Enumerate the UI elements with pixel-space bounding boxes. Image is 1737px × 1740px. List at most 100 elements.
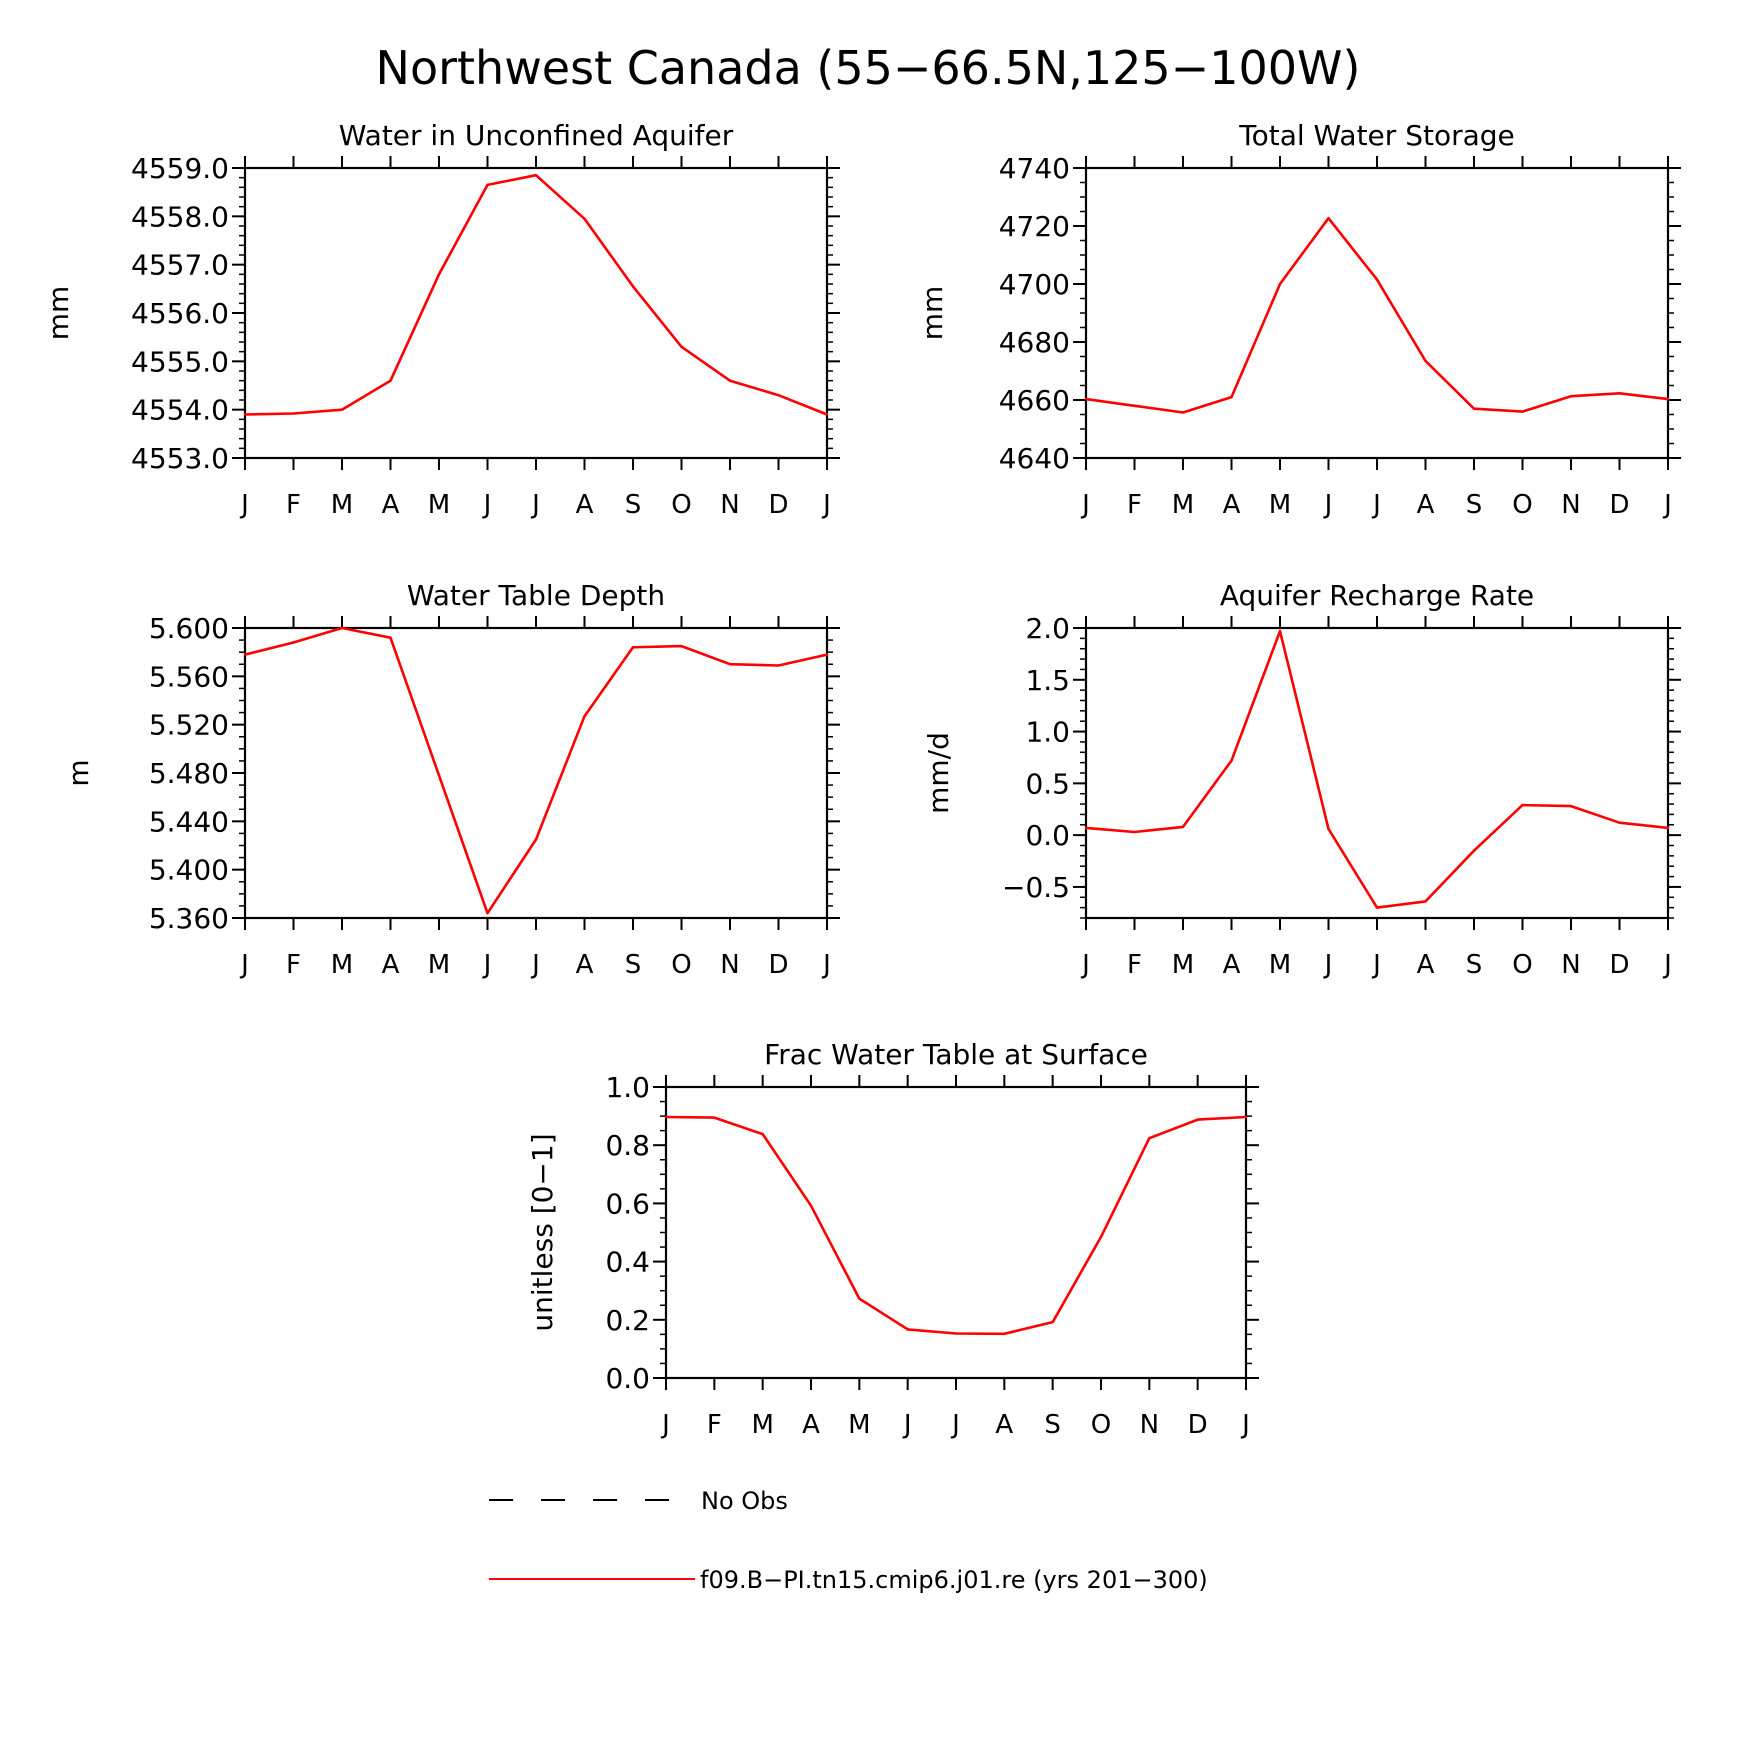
x-tick-label: J — [530, 950, 540, 980]
x-tick-label: M — [1172, 950, 1194, 980]
x-tick-label: A — [1223, 950, 1241, 980]
x-tick-label: S — [1466, 950, 1483, 980]
data-point — [680, 644, 683, 648]
data-point — [389, 636, 392, 639]
x-tick-label: F — [707, 1410, 722, 1440]
data-point — [1521, 410, 1524, 413]
y-tick-label: 5.360 — [149, 902, 229, 935]
data-point — [825, 413, 829, 416]
x-tick-label: A — [995, 1410, 1013, 1440]
x-tick-label: F — [1127, 950, 1142, 980]
data-point — [1133, 404, 1136, 407]
x-tick-label: J — [1371, 950, 1381, 980]
x-tick-label: M — [428, 950, 450, 980]
y-tick-label: −0.5 — [1002, 871, 1070, 904]
y-axis-label: m — [62, 759, 95, 786]
x-tick-label: O — [671, 490, 691, 520]
data-point — [631, 646, 635, 649]
data-point — [664, 1115, 668, 1119]
x-tick-label: F — [286, 490, 301, 520]
x-tick-label: A — [1223, 490, 1241, 520]
data-point — [1278, 629, 1282, 633]
x-tick-label: D — [1609, 950, 1629, 980]
panel-title: Frac Water Table at Surface — [764, 1038, 1148, 1071]
data-point — [1327, 216, 1330, 220]
legend-label-no-obs: No Obs — [701, 1487, 788, 1515]
data-point — [534, 838, 538, 841]
data-point — [1618, 821, 1621, 824]
y-tick-label: 5.440 — [149, 805, 229, 838]
x-tick-label: O — [1512, 490, 1532, 520]
data-point — [1569, 395, 1573, 398]
data-point — [243, 413, 247, 416]
data-point — [486, 911, 489, 915]
x-tick-label: M — [1172, 490, 1194, 520]
data-point — [1230, 759, 1233, 762]
x-tick-label: J — [1080, 950, 1090, 980]
data-point — [954, 1332, 958, 1335]
data-point — [1424, 359, 1427, 363]
x-tick-label: A — [1417, 490, 1435, 520]
data-point — [1133, 830, 1136, 834]
data-point — [1375, 278, 1379, 281]
x-tick-label: M — [428, 490, 450, 520]
data-point — [534, 174, 538, 177]
data-point — [340, 408, 344, 411]
data-point — [1666, 397, 1670, 401]
y-axis-label: mm — [42, 286, 75, 341]
x-tick-label: A — [576, 950, 594, 980]
y-tick-label: 0.0 — [1025, 819, 1070, 852]
data-point — [1244, 1115, 1248, 1119]
y-tick-label: 4554.0 — [131, 394, 229, 427]
y-tick-label: 5.480 — [149, 757, 229, 790]
data-point — [713, 1116, 716, 1119]
x-tick-label: N — [1561, 490, 1580, 520]
data-point — [1521, 803, 1524, 807]
x-tick-label: A — [802, 1410, 820, 1440]
x-tick-label: J — [821, 950, 831, 980]
x-tick-label: J — [239, 950, 249, 980]
x-tick-label: J — [660, 1410, 670, 1440]
data-point — [906, 1328, 909, 1331]
data-point — [1278, 282, 1282, 286]
x-tick-label: A — [1417, 950, 1435, 980]
data-point — [858, 1297, 861, 1300]
x-tick-label: J — [239, 490, 249, 520]
y-tick-label: 4559.0 — [131, 152, 229, 185]
legend-label-model-run: f09.B−PI.tn15.cmip6.j01.re (yrs 201−300) — [700, 1566, 1208, 1594]
x-tick-label: M — [1269, 490, 1291, 520]
chart-panels: J F M A M J J A S O N D J4553.04554.04555.04556.0455… — [42, 119, 1681, 1440]
data-point — [583, 715, 586, 718]
x-tick-label: J — [1323, 490, 1333, 520]
data-point — [486, 183, 489, 187]
panel-title: Water in Unconfined Aquifer — [339, 119, 734, 152]
x-tick-label: J — [950, 1410, 960, 1440]
chart-panel-total-water-storage: J F M A M J J A S O N D J464046604680470047204740Tot… — [916, 119, 1681, 520]
x-tick-label: O — [1512, 950, 1532, 980]
data-point — [1181, 411, 1185, 414]
x-tick-label: M — [848, 1410, 870, 1440]
data-point — [1099, 1235, 1103, 1239]
x-tick-label: D — [768, 950, 788, 980]
y-tick-label: 0.4 — [605, 1246, 650, 1279]
data-point — [1181, 825, 1185, 829]
x-tick-label: J — [1080, 490, 1090, 520]
x-tick-label: N — [720, 950, 739, 980]
x-tick-label: J — [1371, 490, 1381, 520]
y-tick-label: 4558.0 — [131, 200, 229, 233]
y-tick-label: 4555.0 — [131, 345, 229, 378]
x-tick-label: J — [482, 950, 492, 980]
data-point — [292, 641, 295, 644]
y-tick-label: 4740 — [999, 152, 1070, 185]
x-tick-label: A — [382, 950, 400, 980]
data-point — [1569, 804, 1573, 808]
x-tick-label: S — [625, 950, 642, 980]
data-point — [1003, 1332, 1006, 1335]
y-tick-label: 4660 — [999, 384, 1070, 417]
data-point — [1666, 826, 1670, 830]
x-tick-label: D — [1188, 1410, 1208, 1440]
x-tick-label: J — [902, 1410, 912, 1440]
x-tick-label: M — [331, 950, 353, 980]
